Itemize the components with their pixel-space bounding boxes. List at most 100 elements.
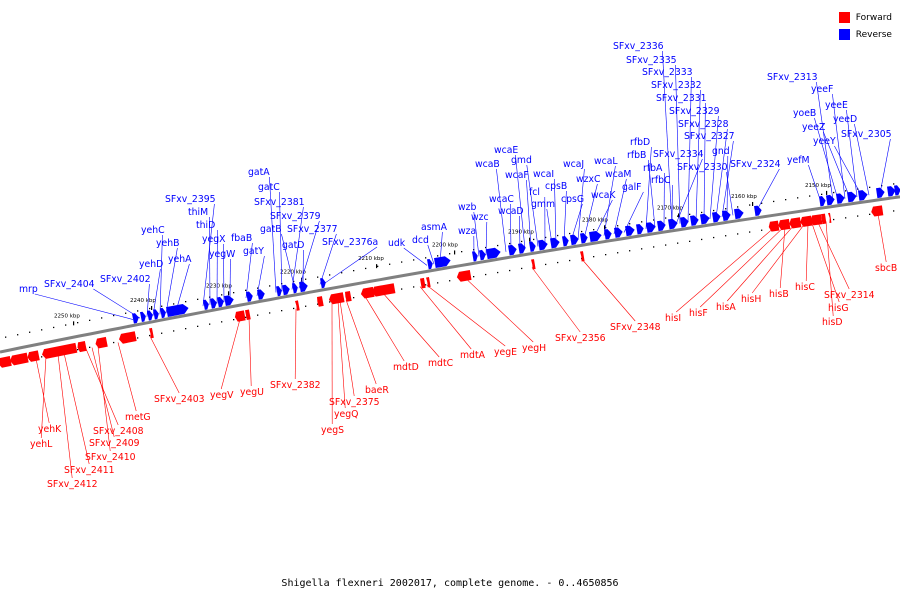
- gene-arrow-forward[interactable]: [345, 291, 352, 302]
- gene-arrow-reverse[interactable]: [819, 196, 826, 207]
- gene-arrow-forward[interactable]: [77, 340, 87, 353]
- gene-arrow-forward[interactable]: [149, 327, 154, 339]
- gene-arrow-reverse[interactable]: [894, 185, 900, 196]
- gene-arrow-forward[interactable]: [580, 251, 585, 262]
- gene-label[interactable]: SFxv_2411: [64, 465, 115, 476]
- gene-arrow-forward[interactable]: [95, 336, 108, 349]
- gene-label[interactable]: wzb: [458, 202, 476, 213]
- gene-arrow-reverse[interactable]: [166, 303, 189, 317]
- gene-label[interactable]: SFxv_2331: [656, 93, 707, 104]
- gene-arrow-forward[interactable]: [810, 214, 823, 226]
- gene-label[interactable]: SFxv_2332: [651, 80, 702, 91]
- gene-arrow-forward[interactable]: [778, 218, 791, 231]
- gene-label[interactable]: yegH: [522, 343, 546, 354]
- gene-arrow-reverse[interactable]: [836, 193, 845, 204]
- gene-arrow-reverse[interactable]: [518, 243, 527, 254]
- gene-label[interactable]: wcaE: [494, 145, 518, 156]
- gene-label[interactable]: thiD: [196, 220, 215, 231]
- gene-label[interactable]: rfbA: [643, 163, 663, 174]
- gene-label[interactable]: gmd: [511, 155, 532, 166]
- gene-label[interactable]: sbcB: [875, 263, 897, 274]
- gene-arrow-reverse[interactable]: [257, 289, 266, 300]
- gene-label[interactable]: mdtD: [393, 362, 419, 373]
- gene-label[interactable]: SFxv_2404: [44, 279, 95, 290]
- gene-arrow-reverse[interactable]: [479, 249, 487, 261]
- gene-arrow-reverse[interactable]: [282, 284, 291, 296]
- gene-label[interactable]: gmm: [531, 199, 555, 210]
- gene-label[interactable]: SFxv_2324: [730, 159, 781, 170]
- gene-arrow-forward[interactable]: [317, 296, 324, 307]
- gene-label[interactable]: hisI: [665, 313, 681, 324]
- gene-label[interactable]: yehK: [38, 424, 62, 435]
- gene-arrow-forward[interactable]: [426, 277, 431, 288]
- gene-label[interactable]: gatD: [282, 240, 304, 251]
- gene-arrow-forward[interactable]: [871, 205, 884, 217]
- gene-label[interactable]: yeeF: [811, 84, 833, 95]
- gene-label[interactable]: gatA: [248, 167, 270, 178]
- gene-label[interactable]: yegS: [321, 425, 344, 436]
- gene-label[interactable]: yegU: [240, 387, 264, 398]
- gene-arrow-forward[interactable]: [456, 270, 472, 282]
- gene-label[interactable]: cpsB: [545, 181, 567, 192]
- gene-arrow-reverse[interactable]: [604, 229, 613, 240]
- gene-arrow-reverse[interactable]: [887, 186, 896, 197]
- gene-label[interactable]: wcaI: [533, 169, 554, 180]
- gene-arrow-reverse[interactable]: [147, 310, 154, 321]
- gene-arrow-reverse[interactable]: [668, 218, 678, 230]
- gene-label[interactable]: SFxv_2408: [93, 426, 144, 437]
- gene-label[interactable]: SFxv_2334: [653, 149, 704, 160]
- gene-arrow-forward[interactable]: [531, 259, 536, 270]
- gene-label[interactable]: udk: [388, 238, 406, 249]
- gene-label[interactable]: SFxv_2412: [47, 479, 98, 490]
- gene-arrow-reverse[interactable]: [472, 251, 479, 262]
- gene-label[interactable]: mdtA: [460, 350, 486, 361]
- gene-label[interactable]: rfbC: [651, 175, 671, 186]
- gene-arrow-reverse[interactable]: [690, 215, 699, 226]
- gene-arrow-reverse[interactable]: [153, 309, 160, 320]
- gene-label[interactable]: yehC: [141, 225, 165, 236]
- gene-label[interactable]: wzxC: [576, 174, 600, 185]
- gene-arrow-reverse[interactable]: [754, 205, 762, 217]
- gene-arrow-forward[interactable]: [420, 277, 426, 289]
- gene-label[interactable]: yegV: [210, 390, 234, 401]
- gene-arrow-forward[interactable]: [821, 213, 827, 225]
- gene-arrow-forward[interactable]: [9, 352, 29, 366]
- gene-label[interactable]: metG: [125, 412, 151, 423]
- gene-arrow-reverse[interactable]: [826, 194, 835, 206]
- gene-label[interactable]: gatY: [243, 246, 264, 257]
- gene-arrow-reverse[interactable]: [427, 258, 434, 270]
- gene-label[interactable]: yefM: [787, 155, 810, 166]
- gene-label[interactable]: asmA: [421, 222, 448, 233]
- gene-label[interactable]: hisF: [689, 308, 708, 319]
- gene-label[interactable]: SFxv_2314: [824, 290, 875, 301]
- gene-arrow-forward[interactable]: [27, 350, 40, 362]
- gene-label[interactable]: wcaF: [505, 170, 529, 181]
- gene-label[interactable]: yehB: [156, 238, 180, 249]
- gene-label[interactable]: SFxv_2330: [677, 162, 728, 173]
- gene-arrow-reverse[interactable]: [657, 220, 666, 232]
- gene-label[interactable]: SFxv_2379: [270, 211, 321, 222]
- gene-label[interactable]: fbaB: [231, 233, 252, 244]
- gene-arrow-reverse[interactable]: [320, 277, 327, 289]
- gene-label[interactable]: hisC: [795, 282, 815, 293]
- gene-arrow-forward[interactable]: [118, 331, 137, 344]
- gene-label[interactable]: thiM: [188, 207, 208, 218]
- gene-arrow-reverse[interactable]: [508, 244, 518, 256]
- gene-arrow-reverse[interactable]: [734, 208, 744, 220]
- gene-label[interactable]: mdtC: [428, 358, 453, 369]
- gene-arrow-forward[interactable]: [234, 310, 246, 322]
- gene-label[interactable]: SFxv_2335: [626, 55, 677, 66]
- gene-label[interactable]: dcd: [412, 235, 429, 246]
- gene-arrow-reverse[interactable]: [529, 241, 537, 252]
- gene-label[interactable]: gatC: [258, 182, 280, 193]
- gene-label[interactable]: mrp: [19, 284, 38, 295]
- gene-arrow-reverse[interactable]: [538, 239, 549, 251]
- gene-arrow-reverse[interactable]: [434, 255, 451, 269]
- gene-label[interactable]: hisG: [828, 303, 849, 314]
- gene-arrow-reverse[interactable]: [680, 216, 689, 228]
- gene-label[interactable]: SFxv_2328: [678, 119, 729, 130]
- gene-label[interactable]: wcaD: [498, 206, 524, 217]
- gene-label[interactable]: wcaL: [594, 156, 618, 167]
- gene-arrow-reverse[interactable]: [636, 223, 644, 235]
- gene-label[interactable]: SFxv_2327: [684, 131, 735, 142]
